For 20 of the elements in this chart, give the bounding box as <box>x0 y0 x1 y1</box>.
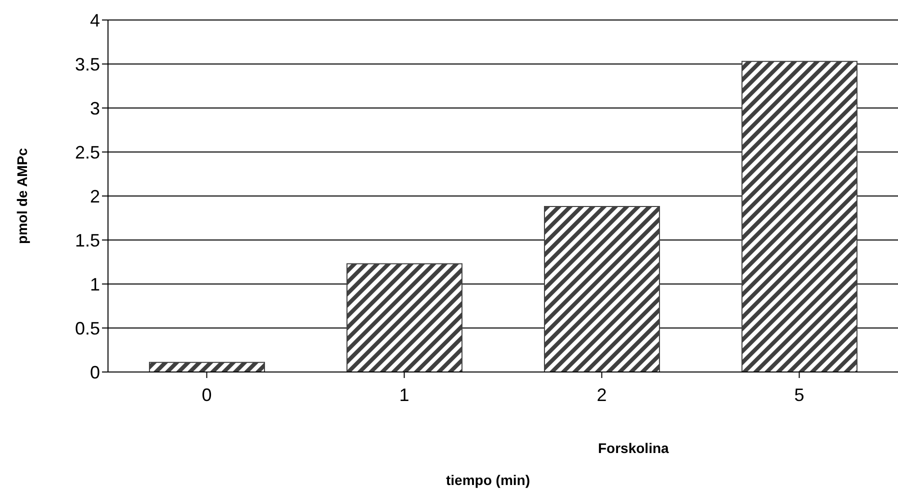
y-tick-label: 3 <box>90 98 100 118</box>
y-tick-label: 3.5 <box>74 54 100 74</box>
x-tick-label: 5 <box>794 384 804 405</box>
bar <box>544 206 660 372</box>
x-axis-title: tiempo (min) <box>445 472 531 488</box>
bar <box>346 263 462 372</box>
y-tick-label: 0.5 <box>74 318 100 338</box>
y-axis-title: pmol de AMPc <box>14 148 30 244</box>
y-tick-label: 2 <box>90 186 100 206</box>
text: Forskolina <box>598 440 669 456</box>
x-tick-label: 1 <box>399 384 410 405</box>
x-tick-label: 0 <box>202 384 212 405</box>
y-tick-label: 2.5 <box>74 142 100 162</box>
y-tick-label: 1.5 <box>74 230 100 250</box>
y-tick-label: 1 <box>90 274 100 294</box>
bar <box>148 362 265 372</box>
bar <box>741 60 858 372</box>
y-tick-label: 0 <box>90 362 100 382</box>
y-tick-label: 4 <box>90 10 100 30</box>
x-tick-label: 2 <box>596 384 607 405</box>
